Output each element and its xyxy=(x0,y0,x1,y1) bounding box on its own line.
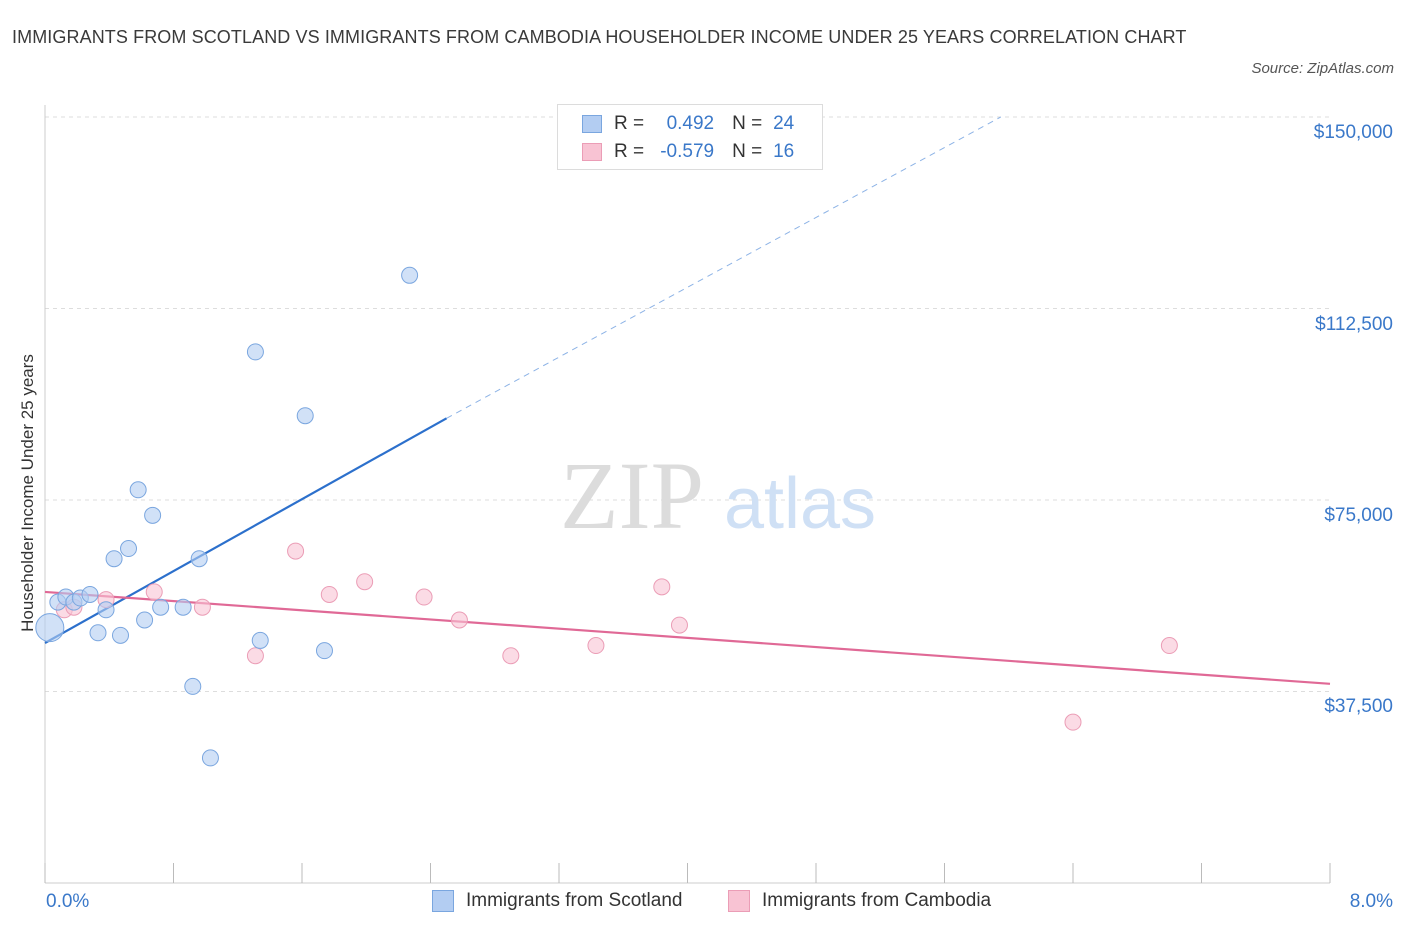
source-label: Source: ZipAtlas.com xyxy=(1251,60,1394,77)
y-axis-label: Householder Income Under 25 years xyxy=(18,354,37,632)
legend-label: Immigrants from Cambodia xyxy=(762,890,992,911)
watermark-atlas: atlas xyxy=(724,464,876,544)
legend-label: Immigrants from Scotland xyxy=(466,890,683,911)
point-scotland xyxy=(184,677,202,695)
point-scotland xyxy=(174,598,192,616)
point-cambodia xyxy=(450,611,468,629)
point-scotland xyxy=(89,624,107,642)
y-tick-label: $75,000 xyxy=(1324,505,1393,526)
point-scotland xyxy=(315,642,333,660)
legend-item-cambodia: Immigrants from Cambodia xyxy=(728,890,991,912)
point-scotland xyxy=(129,481,147,499)
chart-title: IMMIGRANTS FROM SCOTLAND VS IMMIGRANTS F… xyxy=(12,27,1187,47)
y-tick-label: $150,000 xyxy=(1313,122,1393,143)
r-label: R = xyxy=(614,141,645,162)
r-value: -0.579 xyxy=(660,141,715,162)
trend-lines xyxy=(44,116,1331,685)
point-cambodia xyxy=(320,585,338,603)
axes xyxy=(44,105,1331,884)
point-cambodia xyxy=(287,542,305,560)
pink-swatch xyxy=(728,890,750,912)
legend-row-scotland: R = 0.492 N = 24 xyxy=(582,110,794,138)
point-scotland xyxy=(111,626,129,644)
point-scotland xyxy=(296,407,314,425)
x-tick-label-min: 0.0% xyxy=(46,891,90,912)
point-cambodia xyxy=(415,588,433,606)
watermark-zip: ZIP xyxy=(560,442,704,549)
point-cambodia xyxy=(246,647,264,665)
point-scotland xyxy=(144,506,162,524)
x-tick-label-max: 8.0% xyxy=(1349,891,1393,912)
point-scotland xyxy=(136,611,154,629)
point-scotland xyxy=(190,550,208,568)
point-scotland xyxy=(251,631,269,649)
pink-swatch xyxy=(582,143,602,161)
point-scotland xyxy=(105,550,123,568)
point-cambodia xyxy=(653,578,671,596)
point-cambodia xyxy=(670,616,688,634)
point-scotland xyxy=(201,749,219,767)
point-scotland xyxy=(35,613,65,643)
legend-row-cambodia: R = -0.579 N = 16 xyxy=(582,138,794,166)
point-cambodia xyxy=(193,598,211,616)
point-cambodia xyxy=(587,637,605,655)
correlation-legend: R = 0.492 N = 24 R = -0.579 N = 16 xyxy=(557,104,823,170)
point-scotland xyxy=(246,343,264,361)
blue-swatch xyxy=(582,115,602,133)
data-points xyxy=(35,266,1178,767)
point-scotland xyxy=(152,598,170,616)
point-scotland xyxy=(81,585,99,603)
point-scotland xyxy=(97,601,115,619)
point-cambodia xyxy=(1064,713,1082,731)
blue-swatch xyxy=(432,890,454,912)
r-label: R = xyxy=(614,113,645,134)
legend-item-scotland: Immigrants from Scotland xyxy=(432,890,682,912)
point-cambodia xyxy=(356,573,374,591)
y-tick-label: $37,500 xyxy=(1324,696,1393,717)
n-value: 24 xyxy=(773,113,795,134)
y-tick-label: $112,500 xyxy=(1315,314,1393,335)
point-scotland xyxy=(120,540,138,558)
n-label: N = xyxy=(732,113,763,134)
point-scotland xyxy=(401,266,419,284)
r-value: 0.492 xyxy=(666,113,715,134)
point-cambodia xyxy=(1160,637,1178,655)
point-cambodia xyxy=(502,647,520,665)
trendline-cambodia xyxy=(44,590,1331,685)
watermark: ZIP atlas xyxy=(560,442,876,549)
n-value: 16 xyxy=(773,141,795,162)
point-cambodia xyxy=(145,583,163,601)
n-label: N = xyxy=(732,141,763,162)
